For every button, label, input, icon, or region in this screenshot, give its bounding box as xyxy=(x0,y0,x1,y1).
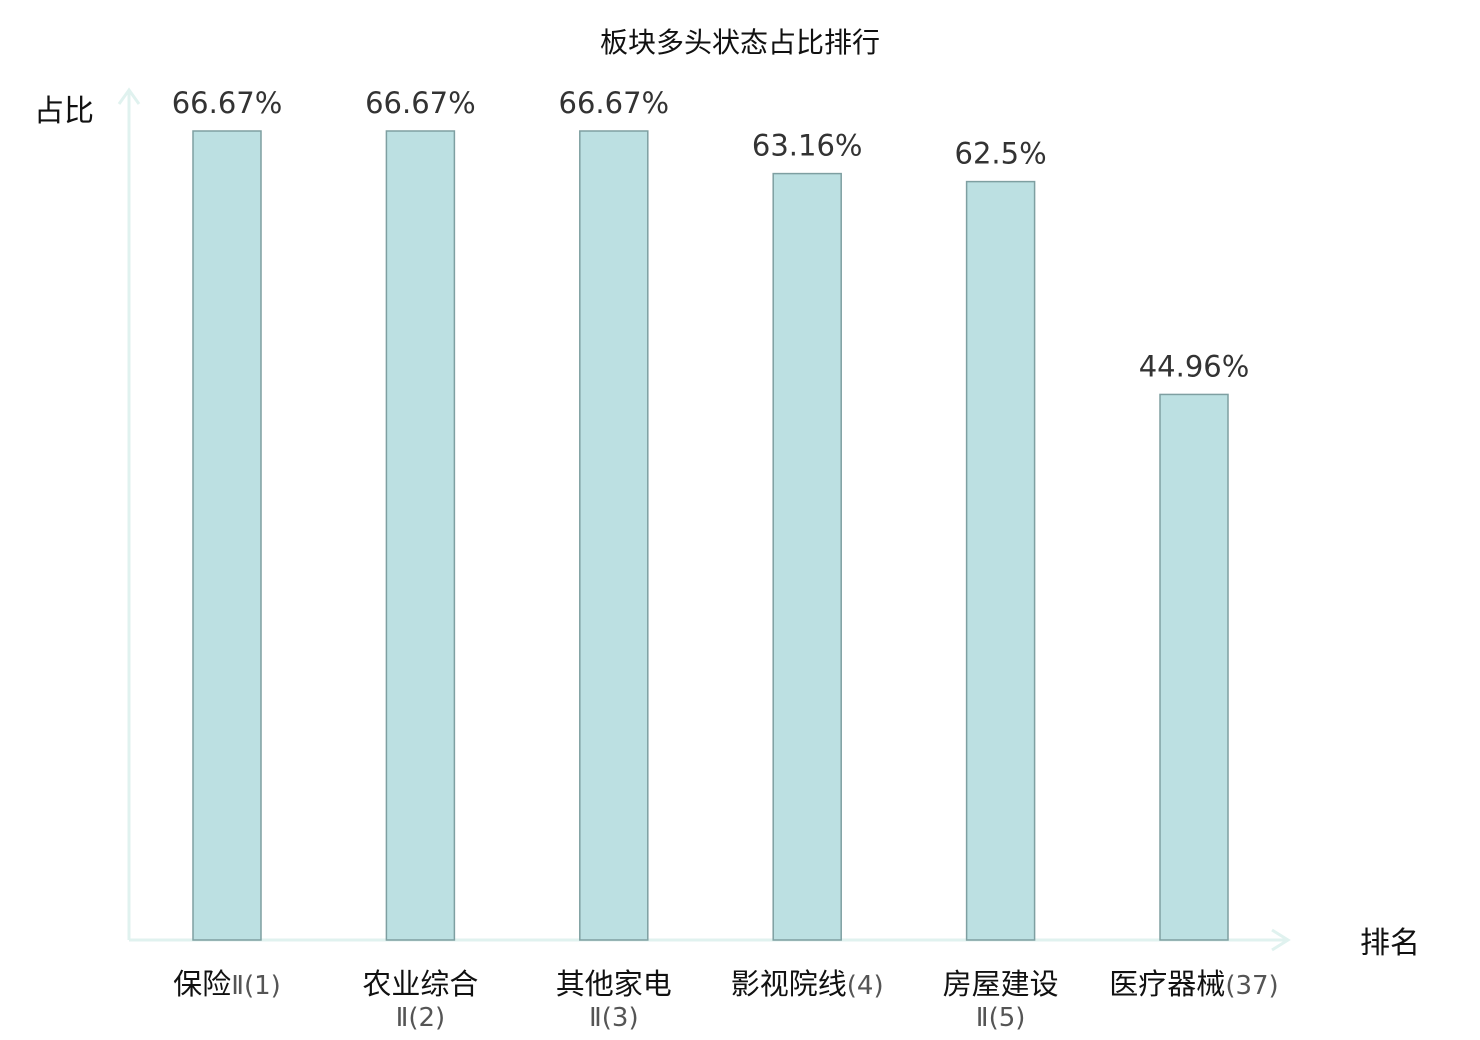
category-label: 农业综合 Ⅱ(2) xyxy=(362,967,478,1033)
bar xyxy=(385,130,456,941)
bar xyxy=(1159,393,1229,941)
value-label: 66.67% xyxy=(559,86,670,120)
category-label: 医疗器械(37) xyxy=(1109,967,1278,1001)
bar xyxy=(965,180,1036,941)
value-label: 62.5% xyxy=(955,137,1047,171)
value-label: 66.67% xyxy=(172,86,283,120)
category-labels: 保险Ⅱ(1) 农业综合 Ⅱ(2) 其他家电 Ⅱ(3) 影视院线(4) 房屋建设 Ⅱ(5) 医疗器… xyxy=(173,967,1279,1033)
category-label: 其他家电 Ⅱ(3) xyxy=(556,967,672,1033)
value-label: 66.67% xyxy=(365,86,476,120)
y-axis-label: 占比 xyxy=(34,94,94,129)
bar xyxy=(192,130,262,941)
axes xyxy=(117,87,1291,952)
category-label: 房屋建设 Ⅱ(5) xyxy=(943,967,1059,1033)
value-label: 63.16% xyxy=(752,129,863,163)
bar xyxy=(772,172,842,941)
chart-title: 板块多头状态占比排行 xyxy=(600,26,880,59)
value-labels: 66.67% 66.67% 66.67% 63.16% 62.5% 44.96% xyxy=(172,86,1250,383)
value-label: 44.96% xyxy=(1139,349,1250,383)
category-label: 保险Ⅱ(1) xyxy=(173,967,281,1001)
bars xyxy=(192,130,1229,941)
x-axis-arrow xyxy=(1271,928,1291,952)
y-axis-arrow xyxy=(117,87,141,105)
category-label: 影视院线(4) xyxy=(731,967,884,1001)
x-axis-label: 排名 xyxy=(1360,926,1420,961)
bar xyxy=(579,130,649,941)
